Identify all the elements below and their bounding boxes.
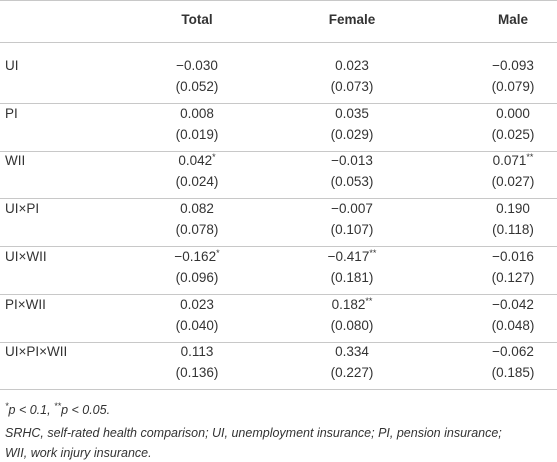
rule — [0, 246, 557, 247]
coef-cell: −0.093 — [492, 58, 534, 74]
coef-cell: −0.062 — [492, 344, 534, 360]
se-cell: (0.096) — [175, 269, 219, 285]
coef: −0.013 — [331, 153, 373, 169]
coef: 0.334 — [335, 344, 369, 360]
se-cell: (0.025) — [491, 126, 535, 142]
coef-cell: 0.008 — [180, 106, 214, 122]
stars: ** — [365, 295, 373, 306]
coef: −0.007 — [331, 201, 373, 217]
coef-cell: 0.113 — [181, 344, 214, 360]
coef: 0.190 — [496, 201, 530, 217]
coef-cell: 0.000 — [496, 106, 530, 122]
se-cell: (0.181) — [330, 269, 374, 285]
coef: −0.417 — [327, 248, 370, 264]
abbrev-note: WII, work injury insurance. — [5, 446, 152, 460]
coef: 0.008 — [180, 105, 214, 121]
se-cell: (0.048) — [491, 317, 535, 333]
coef: 0.023 — [335, 58, 369, 73]
coef-cell: 0.190 — [496, 201, 530, 217]
se-cell: (0.078) — [175, 222, 219, 238]
se-cell: (0.080) — [330, 317, 374, 333]
coef-cell: −0.162* — [174, 247, 220, 265]
note-text: p < 0.05. — [61, 403, 111, 417]
coef-cell: 0.035 — [335, 106, 369, 122]
rule — [0, 198, 557, 199]
se-cell: (0.118) — [492, 222, 534, 238]
column-header: Female — [328, 12, 376, 27]
coef: 0.113 — [180, 344, 214, 360]
se-cell: (0.079) — [491, 79, 535, 94]
se-cell: (0.107) — [330, 222, 374, 238]
coef-cell: −0.013 — [331, 153, 373, 169]
coef-cell: −0.417** — [327, 247, 377, 265]
coef: 0.082 — [180, 201, 214, 217]
coef-cell: 0.182** — [331, 295, 373, 313]
coef: 0.182 — [331, 296, 366, 312]
se-cell: (0.073) — [330, 79, 374, 94]
rule — [0, 0, 557, 1]
coef: 0.042 — [178, 153, 213, 169]
row-label: UI×PI — [5, 201, 40, 217]
row-label: UI×WII — [5, 248, 47, 264]
column-header: Total — [181, 12, 213, 27]
rule — [0, 389, 557, 390]
stars: ** — [526, 152, 534, 163]
se-cell: (0.053) — [330, 174, 374, 190]
coef: 0.035 — [335, 105, 369, 121]
note-text: p < 0.1, — [8, 403, 55, 417]
row-label: UI — [5, 58, 19, 73]
se-cell: (0.019) — [175, 126, 219, 142]
coef: 0.000 — [496, 105, 530, 121]
coef-cell: −0.007 — [331, 201, 373, 217]
note-sup: * — [5, 401, 9, 411]
coef: −0.093 — [492, 58, 534, 73]
se-cell: (0.127) — [491, 269, 535, 285]
rule — [0, 342, 557, 343]
abbrev-note: SRHC, self-rated health comparison; UI, … — [5, 426, 502, 440]
coef-cell: −0.030 — [176, 58, 218, 74]
coef-cell: 0.023 — [335, 58, 369, 74]
stars: ** — [369, 247, 377, 258]
row-label: PI×WII — [5, 296, 46, 312]
se-cell: (0.024) — [175, 174, 219, 190]
column-header: Male — [497, 12, 529, 27]
stars: * — [212, 152, 216, 163]
se-cell: (0.136) — [175, 365, 219, 381]
se-cell: (0.029) — [330, 126, 374, 142]
se-cell: (0.040) — [175, 317, 219, 333]
row-label: UI×PI×WII — [5, 344, 68, 360]
coef-cell: −0.016 — [492, 249, 534, 265]
se-cell: (0.185) — [491, 365, 535, 381]
coef: −0.030 — [176, 58, 218, 73]
coef-cell: 0.334 — [335, 344, 369, 360]
coef-cell: 0.071** — [493, 153, 534, 169]
coef: −0.162 — [174, 248, 217, 264]
significance-note: *p < 0.1, **p < 0.05. — [5, 401, 111, 418]
coef-cell: 0.042* — [178, 153, 215, 169]
se-cell: (0.227) — [330, 365, 374, 381]
rule — [0, 151, 557, 152]
rule — [0, 103, 557, 104]
coef-cell: 0.023 — [180, 297, 214, 313]
row-label: WII — [5, 153, 26, 169]
note-sup: ** — [54, 401, 62, 411]
coef: −0.016 — [492, 248, 534, 264]
coef-cell: 0.082 — [180, 201, 214, 217]
rule — [0, 294, 557, 295]
se-cell: (0.027) — [491, 174, 535, 190]
coef: −0.062 — [492, 344, 534, 360]
coef-cell: −0.042 — [492, 297, 534, 313]
coef: 0.071 — [492, 153, 527, 169]
stars: * — [216, 247, 220, 258]
row-label: PI — [5, 105, 18, 121]
rule — [0, 42, 557, 43]
coef: 0.023 — [180, 296, 214, 312]
se-cell: (0.052) — [175, 79, 219, 94]
coef: −0.042 — [492, 296, 534, 312]
